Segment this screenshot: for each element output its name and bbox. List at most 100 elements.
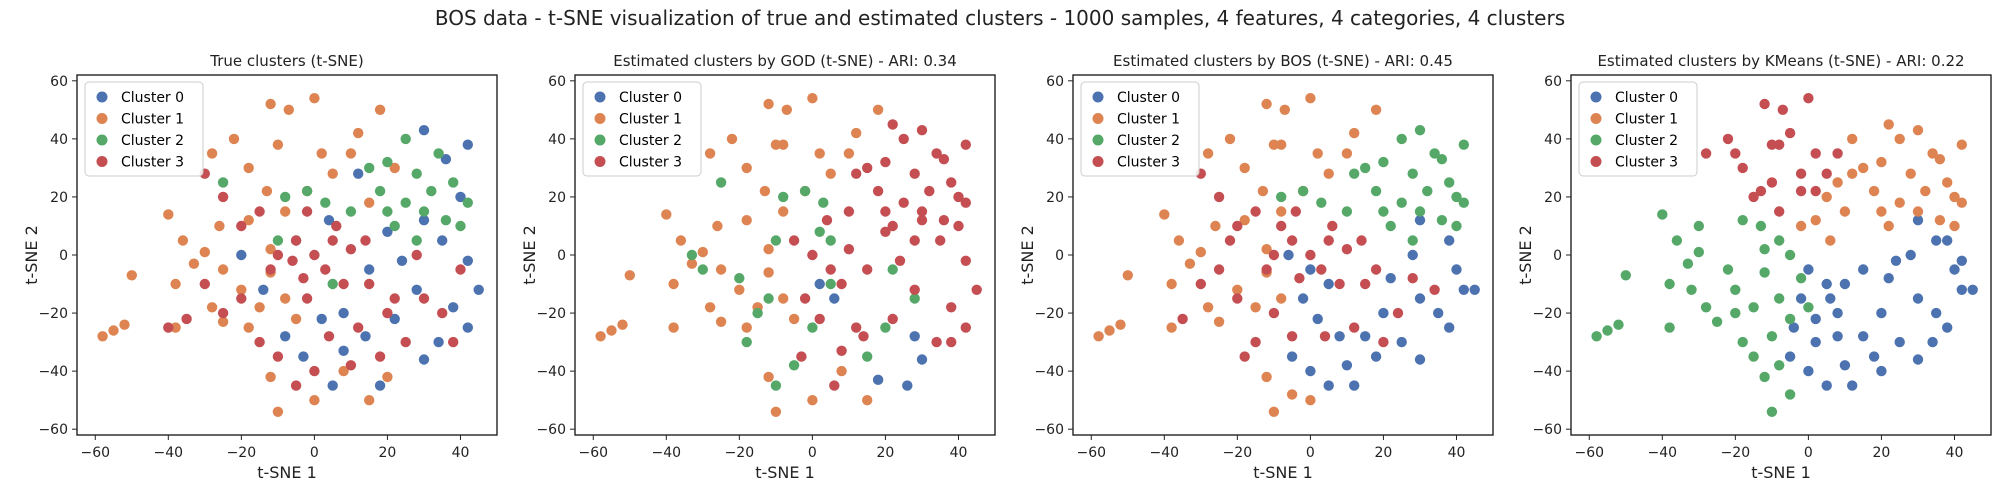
point-3-19: [938, 154, 950, 165]
point-3-14: [374, 351, 386, 362]
x-tick-label: −20: [1223, 445, 1253, 461]
point-0-14: [360, 331, 371, 342]
x-tick-label: −40: [1648, 445, 1678, 461]
point-2-3: [426, 185, 437, 197]
point-2-20: [364, 162, 375, 174]
point-1-40: [715, 264, 727, 275]
y-tick-label: 20: [50, 190, 68, 206]
point-2-31: [1686, 284, 1697, 295]
x-tick-label: −40: [154, 445, 184, 461]
point-3-27: [1268, 307, 1280, 319]
point-1-40: [316, 148, 327, 159]
point-2-33: [1774, 360, 1785, 371]
point-3-32: [323, 331, 335, 342]
point-3-0: [1803, 93, 1814, 104]
point-1-27: [1825, 235, 1836, 246]
point-1-42: [265, 244, 276, 255]
point-3-2: [1722, 133, 1734, 145]
y-tick-label: 60: [1046, 74, 1064, 90]
point-0-28: [338, 307, 349, 319]
ticks: −60 −40 −20 0 20 40 −60 −40 −20 0 20 40 60: [536, 74, 967, 461]
point-1-1: [1894, 133, 1905, 145]
point-3-17: [1832, 148, 1843, 159]
point-1-22: [741, 215, 752, 226]
point-2-26: [1784, 249, 1796, 261]
point-0-21: [298, 351, 309, 362]
point-1-17: [1934, 154, 1946, 165]
point-3-26: [254, 206, 265, 217]
x-tick-label: −60: [1574, 445, 1604, 461]
point-1-12: [1184, 258, 1196, 269]
point-1-6: [1949, 220, 1960, 232]
ticks: −60 −40 −20 0 20 40 −60 −40 −20 0 20 40 60: [1532, 74, 1963, 461]
point-1-10: [1166, 322, 1177, 333]
point-0-11: [389, 313, 400, 325]
point-3-20: [236, 293, 247, 304]
point-3-22: [199, 278, 210, 290]
point-3-26: [1429, 284, 1440, 295]
point-2-19: [1407, 235, 1418, 246]
point-3-13: [1774, 139, 1785, 150]
point-1-15: [1912, 125, 1924, 136]
point-3-6: [1286, 235, 1298, 246]
subplot-0: −60 −40 −20 0 20 40 −60 −40 −20 0 20 40 60 True clust…: [22, 52, 498, 482]
point-1-21: [759, 185, 771, 197]
point-1-26: [1305, 395, 1316, 406]
point-3-0: [880, 156, 891, 168]
point-2-22: [1722, 264, 1734, 275]
point-0-24: [1912, 215, 1924, 226]
point-3-33: [1290, 206, 1302, 217]
point-3-48: [887, 119, 898, 130]
y-tick-label: 20: [548, 190, 566, 206]
point-1-34: [1261, 244, 1272, 255]
point-3-12: [1195, 278, 1207, 290]
point-3-31: [858, 331, 869, 342]
point-2-11: [770, 380, 782, 391]
point-1-24: [1883, 119, 1894, 130]
scatter-points: [1591, 93, 1978, 417]
point-0-17: [1312, 313, 1323, 325]
point-0-29: [236, 249, 247, 261]
subplot-title: Estimated clusters by BOS (t-SNE) - ARI:…: [1113, 52, 1453, 70]
point-3-10: [1232, 293, 1243, 304]
point-3-2: [320, 264, 331, 275]
point-2-20: [1748, 351, 1759, 362]
point-3-11: [1784, 127, 1796, 139]
point-0-9: [448, 302, 459, 313]
point-2-8: [1414, 206, 1426, 217]
point-3-4: [1759, 98, 1770, 110]
point-2-2: [1613, 319, 1624, 330]
point-3-47: [799, 293, 811, 304]
point-0-4: [455, 191, 466, 203]
point-1-21: [1821, 191, 1832, 203]
point-3-29: [931, 336, 942, 348]
point-1-0: [309, 93, 320, 104]
point-2-1: [400, 133, 411, 145]
y-tick-label: 0: [59, 248, 68, 264]
point-2-20: [1414, 125, 1426, 136]
point-0-8: [1803, 365, 1814, 377]
legend-marker: [594, 91, 606, 103]
point-1-21: [261, 185, 273, 197]
point-0-23: [258, 284, 269, 295]
point-1-4: [661, 209, 672, 220]
point-1-2: [595, 331, 606, 342]
point-3-37: [301, 293, 313, 304]
point-1-39: [389, 162, 400, 174]
point-3-19: [1349, 322, 1360, 333]
point-1-4: [163, 209, 174, 220]
legend-marker: [1590, 91, 1602, 103]
point-2-4: [825, 278, 836, 290]
point-3-35: [455, 264, 466, 275]
point-3-12: [382, 307, 393, 319]
point-3-16: [1730, 148, 1741, 159]
point-2-18: [411, 235, 422, 246]
point-1-37: [1232, 284, 1243, 295]
point-0-22: [382, 226, 393, 237]
point-1-43: [217, 264, 229, 275]
point-2-17: [1748, 302, 1759, 313]
point-3-34: [301, 206, 313, 217]
point-2-18: [825, 235, 836, 246]
subplot-title: True clusters (t-SNE): [209, 52, 363, 70]
point-2-32: [1803, 302, 1814, 313]
